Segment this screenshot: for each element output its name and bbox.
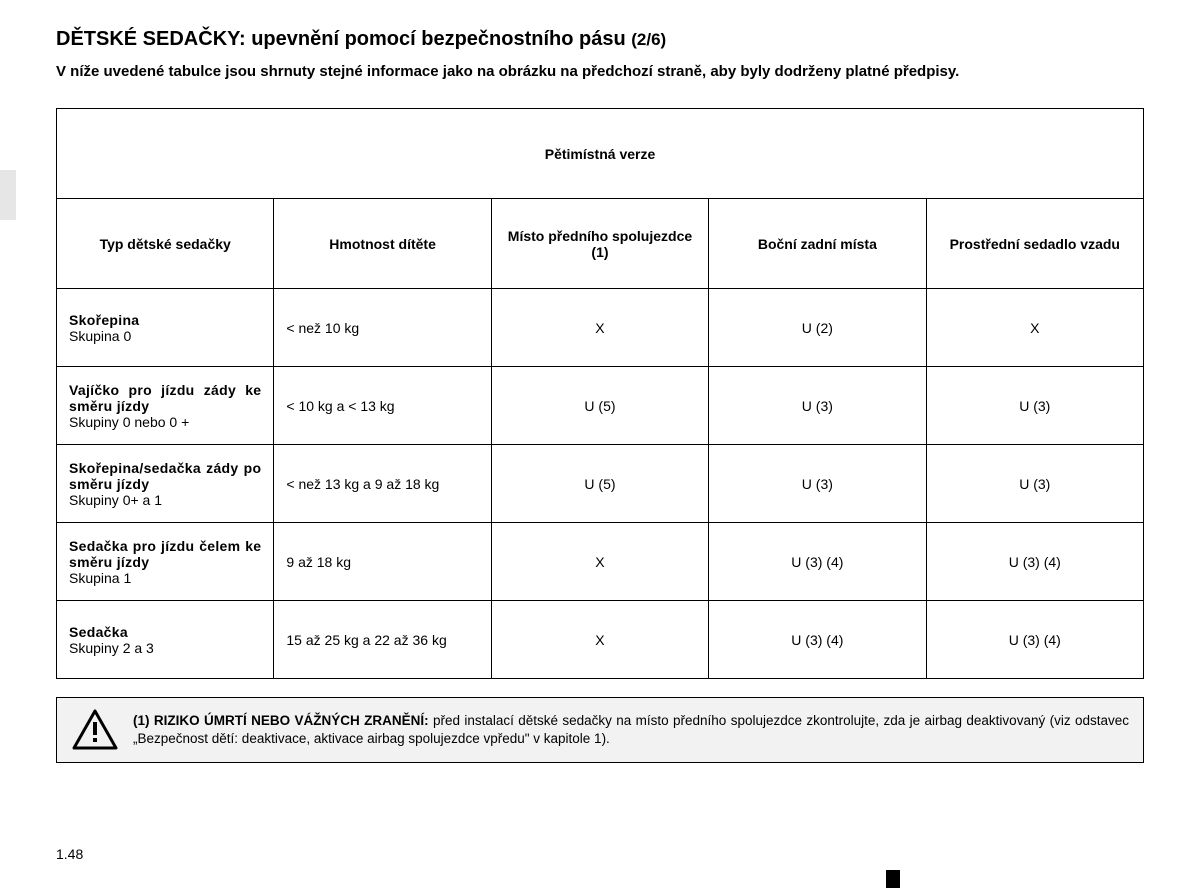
center-rear-cell: U (3) (4): [926, 601, 1143, 679]
center-rear-cell: X: [926, 289, 1143, 367]
table-caption: Pětimístná verze: [57, 109, 1144, 199]
type-bold: Vajíčko pro jízdu zády ke směru jízdy: [69, 382, 261, 414]
type-bold: Skořepina: [69, 312, 261, 328]
page-title: DĚTSKÉ SEDAČKY: upevnění pomocí bezpečno…: [56, 28, 1144, 51]
title-sub: upevnění pomocí bezpečnostního pásu: [251, 28, 625, 50]
side-rear-cell: U (3) (4): [709, 601, 926, 679]
weight-cell: < 10 kg a < 13 kg: [274, 367, 491, 445]
center-rear-cell: U (3): [926, 445, 1143, 523]
side-rear-cell: U (3): [709, 445, 926, 523]
table-row: Sedačka Skupiny 2 a 3 15 až 25 kg a 22 a…: [57, 601, 1144, 679]
table-row: Skořepina/sedačka zády po směru jízdy Sk…: [57, 445, 1144, 523]
center-rear-cell: U (3) (4): [926, 523, 1143, 601]
front-cell: U (5): [491, 367, 708, 445]
page-content: DĚTSKÉ SEDAČKY: upevnění pomocí bezpečno…: [0, 0, 1200, 763]
warning-lead: (1) RIZIKO ÚMRTÍ NEBO VÁŽNÝCH ZRANĚNÍ:: [133, 713, 429, 728]
table-row: Vajíčko pro jízdu zády ke směru jízdy Sk…: [57, 367, 1144, 445]
title-page-ref: (2/6): [631, 30, 666, 49]
front-cell: U (5): [491, 445, 708, 523]
table-row: Sedačka pro jízdu čelem ke směru jízdy S…: [57, 523, 1144, 601]
intro-text: V níže uvedené tabulce jsou shrnuty stej…: [56, 63, 1144, 80]
weight-cell: < než 10 kg: [274, 289, 491, 367]
header-type: Typ dětské sedačky: [57, 199, 274, 289]
header-side-rear: Boční zadní místa: [709, 199, 926, 289]
center-rear-cell: U (3): [926, 367, 1143, 445]
front-cell: X: [491, 601, 708, 679]
weight-cell: 9 až 18 kg: [274, 523, 491, 601]
warning-text: (1) RIZIKO ÚMRTÍ NEBO VÁŽNÝCH ZRANĚNÍ: p…: [133, 712, 1129, 748]
type-bold: Skořepina/sedačka zády po směru jízdy: [69, 460, 261, 492]
warning-box: (1) RIZIKO ÚMRTÍ NEBO VÁŽNÝCH ZRANĚNÍ: p…: [56, 697, 1144, 763]
title-main: DĚTSKÉ SEDAČKY:: [56, 28, 246, 50]
header-front: Místo předního spolujezdce (1): [491, 199, 708, 289]
type-sub: Skupina 1: [69, 570, 261, 586]
front-cell: X: [491, 289, 708, 367]
type-sub: Skupina 0: [69, 328, 261, 344]
bottom-mark: [886, 870, 900, 888]
page-number: 1.48: [56, 846, 83, 862]
table-row: Skořepina Skupina 0 < než 10 kg X U (2) …: [57, 289, 1144, 367]
type-bold: Sedačka pro jízdu čelem ke směru jízdy: [69, 538, 261, 570]
side-tab: [0, 170, 16, 220]
side-rear-cell: U (3): [709, 367, 926, 445]
type-bold: Sedačka: [69, 624, 261, 640]
header-weight: Hmotnost dítěte: [274, 199, 491, 289]
weight-cell: 15 až 25 kg a 22 až 36 kg: [274, 601, 491, 679]
type-sub: Skupiny 0 nebo 0 +: [69, 414, 261, 430]
front-cell: X: [491, 523, 708, 601]
child-seat-table: Pětimístná verze Typ dětské sedačky Hmot…: [56, 108, 1144, 679]
header-center-rear: Prostřední sedadlo vzadu: [926, 199, 1143, 289]
warning-icon: [71, 708, 119, 752]
weight-cell: < než 13 kg a 9 až 18 kg: [274, 445, 491, 523]
side-rear-cell: U (3) (4): [709, 523, 926, 601]
type-sub: Skupiny 2 a 3: [69, 640, 261, 656]
side-rear-cell: U (2): [709, 289, 926, 367]
type-sub: Skupiny 0+ a 1: [69, 492, 261, 508]
